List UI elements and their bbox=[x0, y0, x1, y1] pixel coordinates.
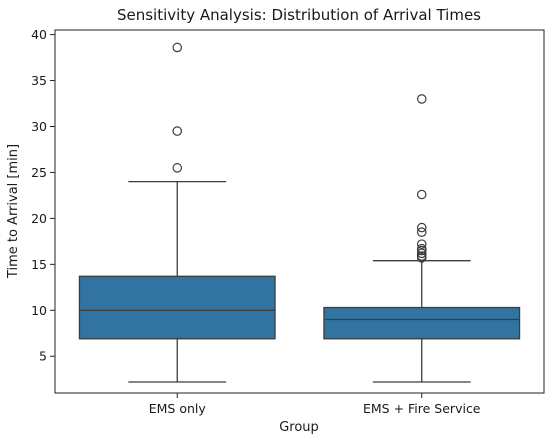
iqr-box bbox=[78, 275, 276, 340]
y-tick-label: 10 bbox=[31, 303, 47, 318]
outlier-point bbox=[416, 222, 427, 233]
y-tick-label: 20 bbox=[31, 211, 47, 226]
outlier-point bbox=[416, 227, 427, 237]
outlier-point bbox=[416, 251, 427, 261]
outlier-point bbox=[416, 189, 427, 200]
y-axis-ticks: 5 10 15 20 25 30 35 40 bbox=[31, 27, 55, 364]
plot-frame bbox=[54, 29, 545, 394]
y-tick-label: 25 bbox=[31, 165, 47, 180]
x-tick-label: EMS + Fire Service bbox=[363, 401, 481, 416]
y-tick-label: 30 bbox=[31, 119, 47, 134]
box-1 bbox=[78, 42, 276, 383]
y-tick-label: 40 bbox=[31, 27, 47, 42]
box-2 bbox=[323, 94, 521, 383]
x-axis-ticks: EMS only EMS + Fire Service bbox=[149, 393, 481, 416]
y-axis-label: Time to Arrival [min] bbox=[6, 144, 21, 279]
y-tick-label: 5 bbox=[39, 349, 47, 364]
y-tick-label: 35 bbox=[31, 73, 47, 88]
outlier-point bbox=[416, 248, 427, 259]
outlier-point bbox=[416, 94, 427, 104]
x-tick-label: EMS only bbox=[149, 401, 207, 416]
chart-title: Sensitivity Analysis: Distribution of Ar… bbox=[117, 6, 481, 24]
iqr-box bbox=[323, 306, 521, 340]
outlier-point bbox=[416, 239, 427, 249]
outlier-point bbox=[172, 126, 183, 136]
outlier-point bbox=[416, 243, 427, 254]
y-tick-label: 15 bbox=[31, 257, 47, 272]
outlier-point bbox=[172, 42, 183, 53]
box-series bbox=[78, 42, 521, 383]
outlier-point bbox=[172, 163, 183, 173]
x-axis-label: Group bbox=[279, 420, 319, 435]
